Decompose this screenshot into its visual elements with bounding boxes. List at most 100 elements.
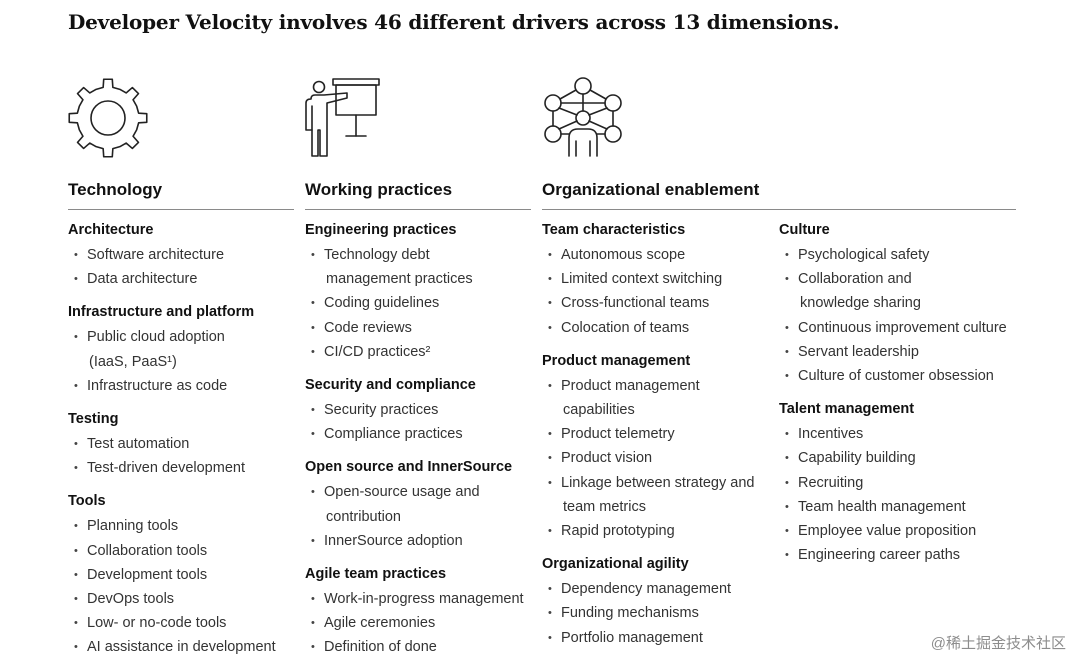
list-item: Security practices (305, 398, 531, 422)
column-working-practices: Engineering practices Technology debtmana… (305, 220, 531, 671)
list-item-text: Funding mechanisms (561, 605, 699, 622)
section-working-practices: Working practices (305, 180, 531, 210)
list-item-text: Rapid prototyping (561, 523, 675, 540)
list-item: Portfolio management (542, 626, 768, 650)
list-item: Work-in-progress management (305, 587, 531, 611)
group-heading: Architecture (68, 222, 154, 238)
list-item-text: Security practices (324, 402, 439, 419)
list-item: Dependency management (542, 577, 768, 601)
driver-group: Open source and InnerSource Open-source u… (305, 457, 531, 553)
driver-group: Team characteristics Autonomous scope Limi… (542, 220, 768, 340)
list-item-text: Recruiting (798, 474, 864, 491)
list-item: Culture of customer obsession (779, 364, 1019, 388)
list-item: Agile ceremonies (305, 611, 531, 635)
driver-group: Engineering practices Technology debtmana… (305, 220, 531, 364)
list-item-text: Autonomous scope (561, 247, 686, 263)
list-item-text: Test automation (87, 436, 190, 453)
list-item: Continuous improvement culture (779, 316, 1019, 340)
driver-group: Product management Product managementcapa… (542, 351, 768, 544)
driver-group: Security and compliance Security practice… (305, 375, 531, 447)
driver-group: Tools Planning tools Collaboration tools De… (68, 491, 294, 659)
list-item: Rapid prototyping (542, 519, 768, 543)
section-organizational-enablement: Organizational enablement (542, 180, 1016, 210)
driver-group: Infrastructure and platform Public cloud … (68, 302, 294, 398)
section-technology: Technology (68, 180, 294, 210)
gear-icon (66, 76, 150, 160)
group-heading: Product management (542, 352, 691, 369)
list-item: Compliance practices (305, 422, 531, 446)
list-item-text: Incentives (798, 426, 864, 443)
group-heading: Security and compliance (305, 377, 476, 394)
list-item-text: Public cloud adoption(IaaS, PaaS¹) (87, 329, 225, 370)
list-item-text: Software architecture (87, 247, 225, 263)
list-item: AI assistance in development (68, 635, 294, 659)
list-item-text: Psychological safety (798, 247, 930, 263)
list-item: Servant leadership (779, 340, 1019, 364)
list-item-text: Planning tools (87, 518, 179, 535)
page-title: Developer Velocity involves 46 different… (68, 10, 840, 34)
list-item: Test-driven development (68, 456, 294, 480)
list-item-text: Engineering career paths (798, 547, 961, 564)
list-item-text: Data architecture (87, 271, 198, 288)
column-technology: Architecture Software architecture Data ar… (68, 220, 294, 671)
list-item: Psychological safety (779, 243, 1019, 267)
list-item: DevOps tools (68, 587, 294, 611)
list-item-text: Continuous improvement culture (798, 319, 1007, 336)
list-item-text: DevOps tools (87, 591, 175, 608)
group-heading: Organizational agility (542, 556, 689, 573)
list-item-text: Definition of done (324, 639, 437, 656)
list-item: Product telemetry (542, 422, 768, 446)
list-item-text: Agile ceremonies (324, 615, 436, 632)
list-item: Definition of done (305, 635, 531, 659)
group-heading: Infrastructure and platform (68, 304, 255, 321)
list-item: Engineering career paths (779, 543, 1019, 567)
driver-group: Testing Test automation Test-driven develo… (68, 409, 294, 481)
list-item-text: Development tools (87, 566, 208, 583)
group-heading: Team characteristics (542, 222, 686, 238)
list-item: InnerSource adoption (305, 529, 531, 553)
group-heading: Culture (779, 222, 830, 238)
list-item: Planning tools (68, 514, 294, 538)
list-item-text: AI assistance in development (87, 639, 276, 656)
column-organizational-enablement-2: Culture Psychological safety Collaboration… (779, 220, 1019, 578)
group-heading: Engineering practices (305, 222, 457, 238)
list-item-text: Coding guidelines (324, 295, 440, 312)
list-item: Incentives (779, 422, 1019, 446)
presenter-board-icon (303, 76, 385, 160)
driver-group: Organizational agility Dependency managem… (542, 554, 768, 650)
group-heading: Tools (68, 493, 106, 510)
list-item: Employee value proposition (779, 519, 1019, 543)
list-item: Development tools (68, 563, 294, 587)
group-heading: Testing (68, 411, 119, 428)
list-item-text: Compliance practices (324, 426, 463, 443)
list-item: Test automation (68, 432, 294, 456)
list-item: Coding guidelines (305, 291, 531, 315)
list-item-text: Dependency management (561, 581, 732, 598)
list-item-text: Capability building (798, 450, 916, 467)
list-item-text: InnerSource adoption (324, 532, 463, 549)
list-item: Code reviews (305, 316, 531, 340)
driver-group: Architecture Software architecture Data ar… (68, 220, 294, 292)
list-item-text: CI/CD practices² (324, 343, 431, 360)
group-heading: Open source and InnerSource (305, 459, 513, 476)
column-organizational-enablement-1: Team characteristics Autonomous scope Limi… (542, 220, 768, 661)
list-item-text: Product telemetry (561, 426, 675, 443)
list-item: Colocation of teams (542, 316, 768, 340)
list-item-text: Employee value proposition (798, 523, 977, 540)
driver-group: Agile team practices Work-in-progress man… (305, 564, 531, 660)
list-item-text: Test-driven development (87, 460, 245, 477)
list-item: Team health management (779, 495, 1019, 519)
watermark: @稀土掘金技术社区 (930, 635, 1066, 652)
driver-group: Culture Psychological safety Collaboration… (779, 220, 1019, 388)
list-item-text: Limited context switching (561, 271, 723, 288)
group-heading: Agile team practices (305, 566, 447, 583)
list-item: Collaboration tools (68, 539, 294, 563)
list-item: Funding mechanisms (542, 601, 768, 625)
